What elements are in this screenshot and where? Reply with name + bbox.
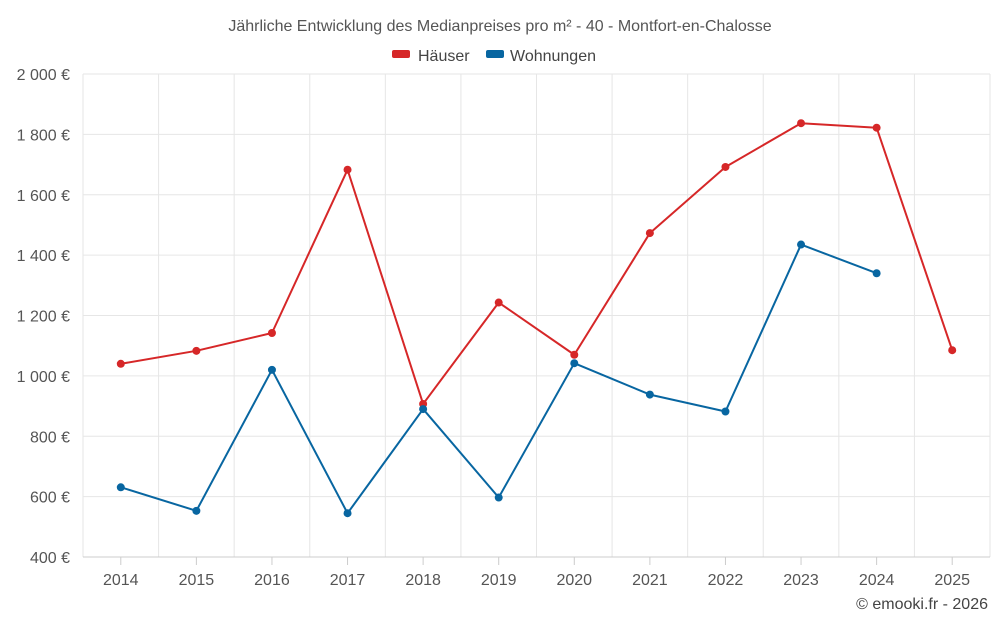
data-point[interactable]: [419, 405, 428, 414]
legend-swatch: [486, 50, 504, 58]
y-tick-label: 1 400 €: [17, 248, 70, 265]
y-tick-label: 800 €: [30, 429, 70, 446]
data-point[interactable]: [570, 350, 579, 359]
data-point[interactable]: [872, 269, 881, 278]
series-wohnungen: [116, 240, 881, 518]
data-point[interactable]: [267, 329, 276, 338]
data-point[interactable]: [494, 493, 503, 502]
y-tick-label: 1 800 €: [17, 127, 70, 144]
data-point[interactable]: [948, 346, 957, 355]
credit-text: © emooki.fr - 2026: [856, 596, 988, 613]
data-point[interactable]: [116, 483, 125, 492]
x-tick-label: 2023: [783, 572, 819, 589]
legend-label: Wohnungen: [510, 48, 596, 65]
chart-title: Jährliche Entwicklung des Medianpreises …: [228, 18, 771, 35]
x-tick-label: 2015: [179, 572, 215, 589]
x-tick-label: 2021: [632, 572, 668, 589]
data-point[interactable]: [797, 119, 806, 128]
data-point[interactable]: [570, 359, 579, 368]
data-point[interactable]: [116, 359, 125, 368]
series-layer: [116, 119, 957, 518]
x-tick-label: 2018: [405, 572, 441, 589]
legend-swatch: [392, 50, 410, 58]
x-tick-label: 2022: [708, 572, 744, 589]
legend-label: Häuser: [418, 48, 470, 65]
data-point[interactable]: [343, 509, 352, 518]
y-tick-label: 400 €: [30, 550, 70, 567]
data-point[interactable]: [721, 407, 730, 416]
x-tick-label: 2024: [859, 572, 895, 589]
data-point[interactable]: [797, 240, 806, 249]
legend-item-wohnungen[interactable]: Wohnungen: [486, 48, 596, 65]
data-point[interactable]: [721, 162, 730, 171]
data-point[interactable]: [645, 229, 654, 238]
axes: 400 € 600 € 800 € 1 000 € 1 200 € 1 400 € 1 60…: [17, 67, 990, 589]
series-haeuser: [116, 119, 957, 408]
x-tick-label: 2017: [330, 572, 366, 589]
data-point[interactable]: [872, 123, 881, 132]
y-tick-label: 1 200 €: [17, 309, 70, 326]
series-line: [120, 122, 954, 405]
data-point[interactable]: [192, 346, 201, 355]
data-point[interactable]: [267, 365, 276, 374]
x-tick-label: 2019: [481, 572, 517, 589]
x-tick-label: 2014: [103, 572, 139, 589]
y-tick-label: 2 000 €: [17, 67, 70, 84]
x-tick-label: 2020: [556, 572, 592, 589]
data-point[interactable]: [494, 298, 503, 307]
y-tick-label: 600 €: [30, 490, 70, 507]
legend: Häuser Wohnungen: [392, 48, 596, 65]
data-point[interactable]: [645, 390, 654, 399]
legend-item-haeuser[interactable]: Häuser: [392, 48, 470, 65]
y-tick-label: 1 600 €: [17, 188, 70, 205]
x-tick-label: 2025: [934, 572, 970, 589]
x-tick-label: 2016: [254, 572, 290, 589]
data-point[interactable]: [343, 165, 352, 174]
data-point[interactable]: [192, 506, 201, 515]
y-tick-label: 1 000 €: [17, 369, 70, 386]
grid: [82, 73, 991, 557]
